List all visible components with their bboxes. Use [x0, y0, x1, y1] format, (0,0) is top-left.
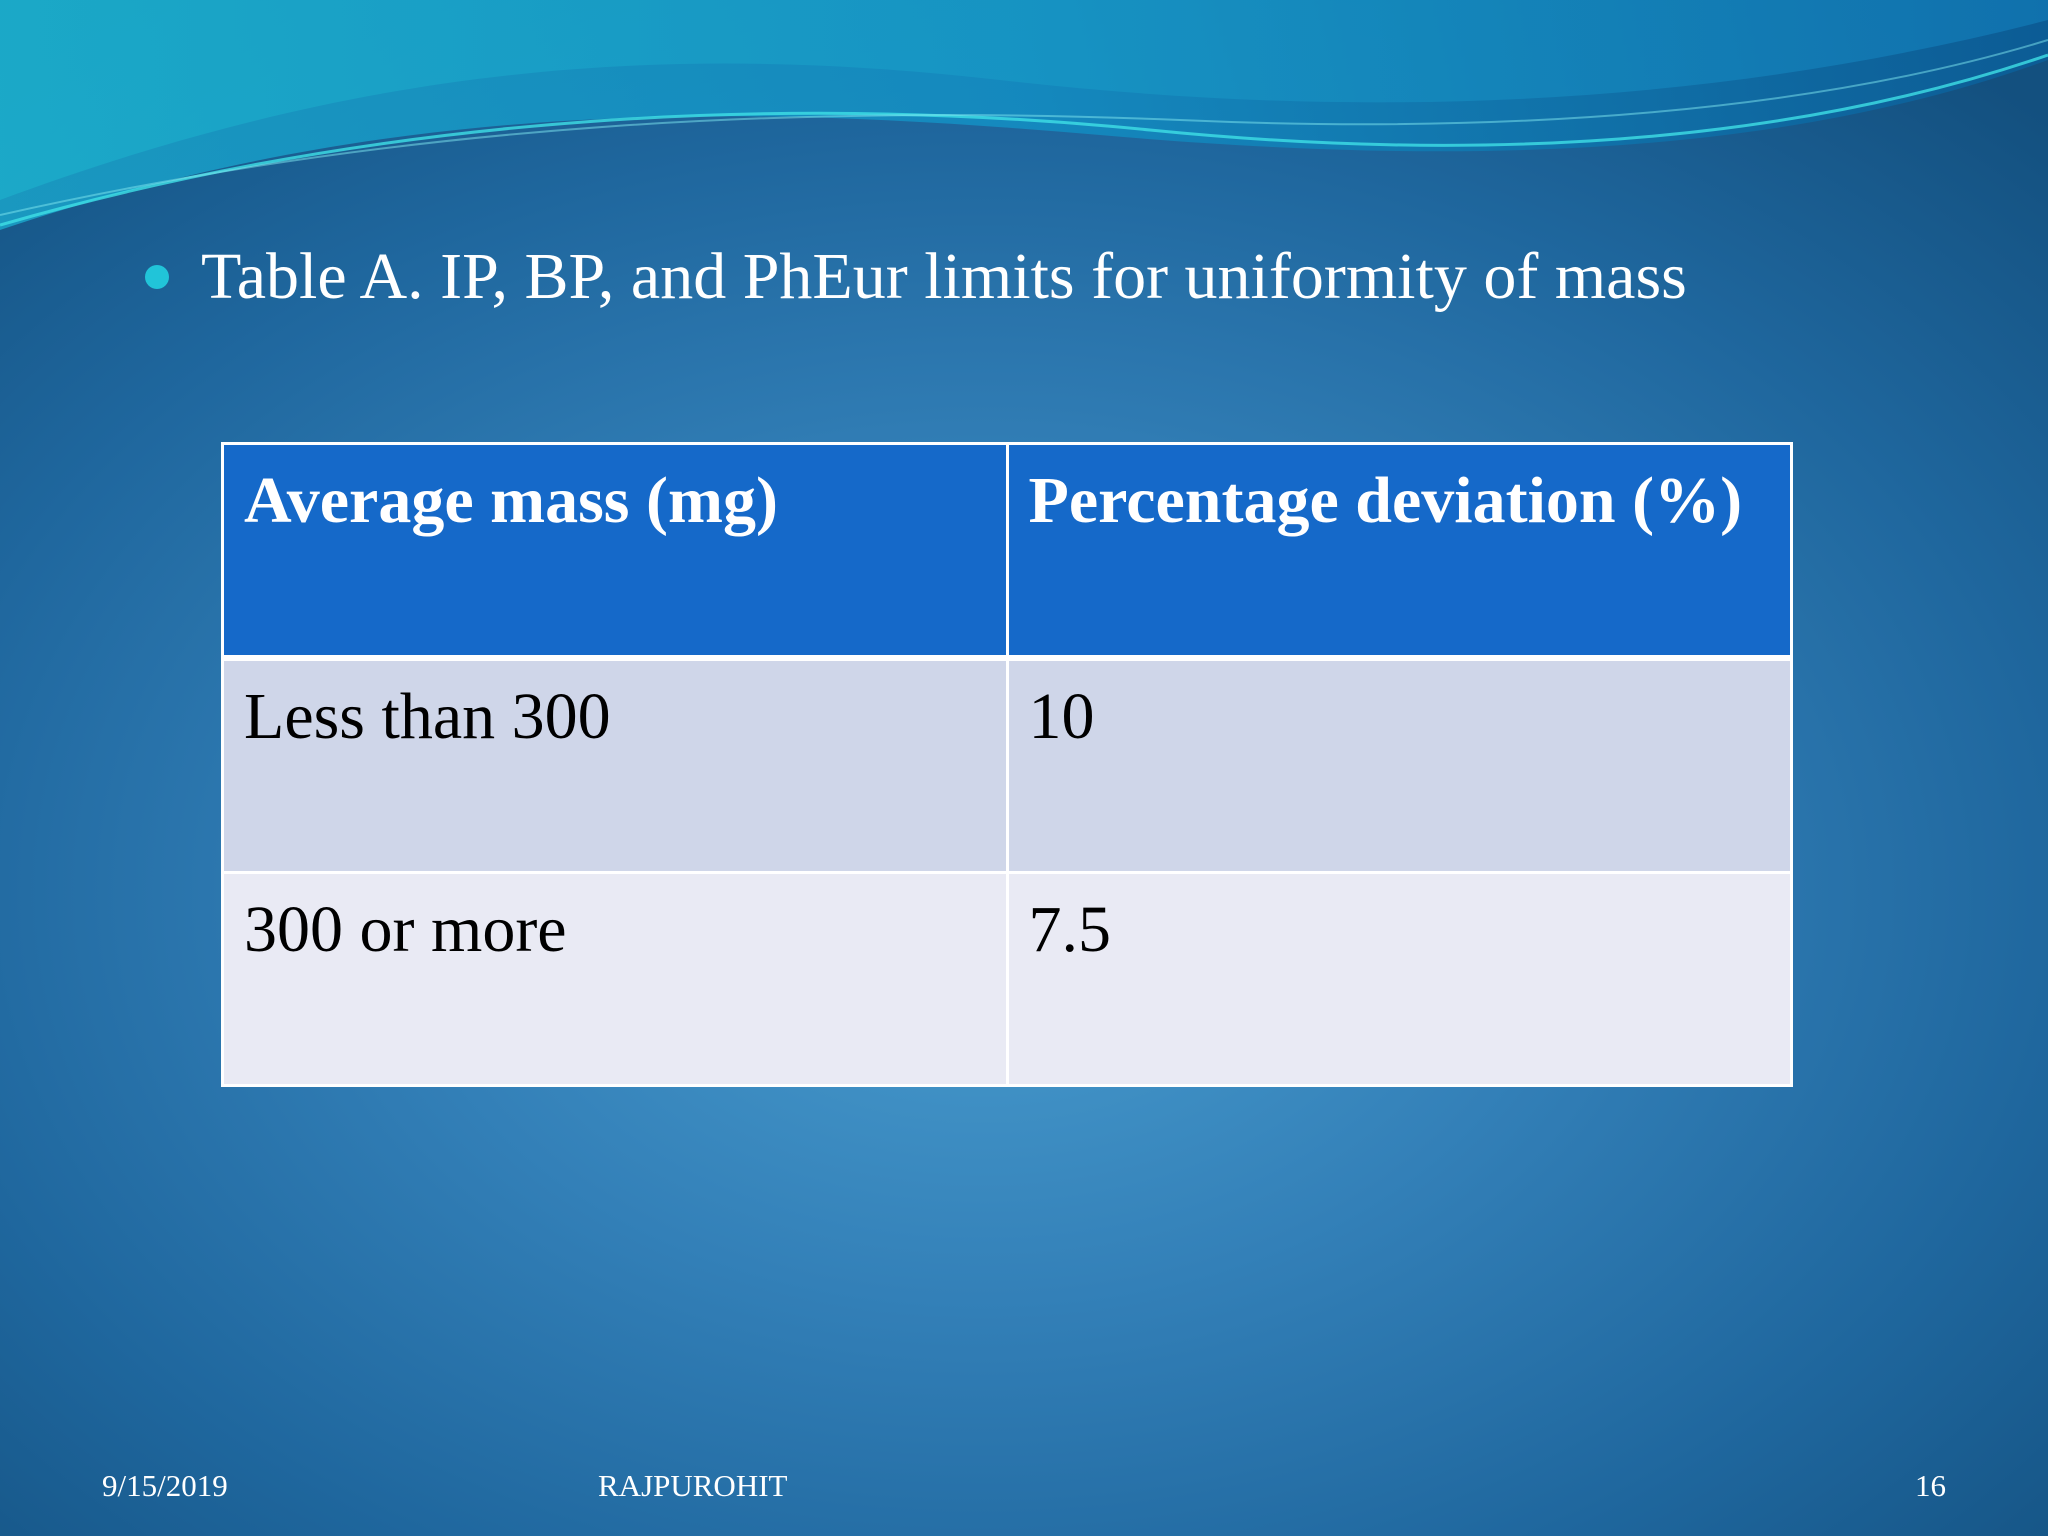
table-header-row: Average mass (mg) Percentage deviation (… — [221, 442, 1793, 661]
footer-author: RAJPUROHIT — [598, 1468, 788, 1503]
header-percentage-deviation: Percentage deviation (%) — [1005, 442, 1793, 661]
table-row: 300 or more 7.5 — [221, 871, 1793, 1087]
slide-title-text: Table A. IP, BP, and PhEur limits for un… — [201, 240, 1687, 313]
bullet-dot-icon — [145, 265, 169, 289]
cell-percentage-deviation: 7.5 — [1005, 871, 1793, 1087]
cell-average-mass: Less than 300 — [221, 656, 1009, 874]
table-row: Less than 300 10 — [221, 656, 1793, 874]
footer-page-number: 16 — [1915, 1468, 1946, 1503]
footer-date: 9/15/2019 — [102, 1468, 228, 1503]
cell-average-mass: 300 or more — [221, 871, 1009, 1087]
header-average-mass: Average mass (mg) — [221, 442, 1009, 661]
uniformity-of-mass-table: Average mass (mg) Percentage deviation (… — [221, 442, 1793, 1087]
cell-percentage-deviation: 10 — [1005, 656, 1793, 874]
header-wave-decoration — [0, 0, 2048, 230]
slide-bullet: Table A. IP, BP, and PhEur limits for un… — [145, 232, 1687, 322]
